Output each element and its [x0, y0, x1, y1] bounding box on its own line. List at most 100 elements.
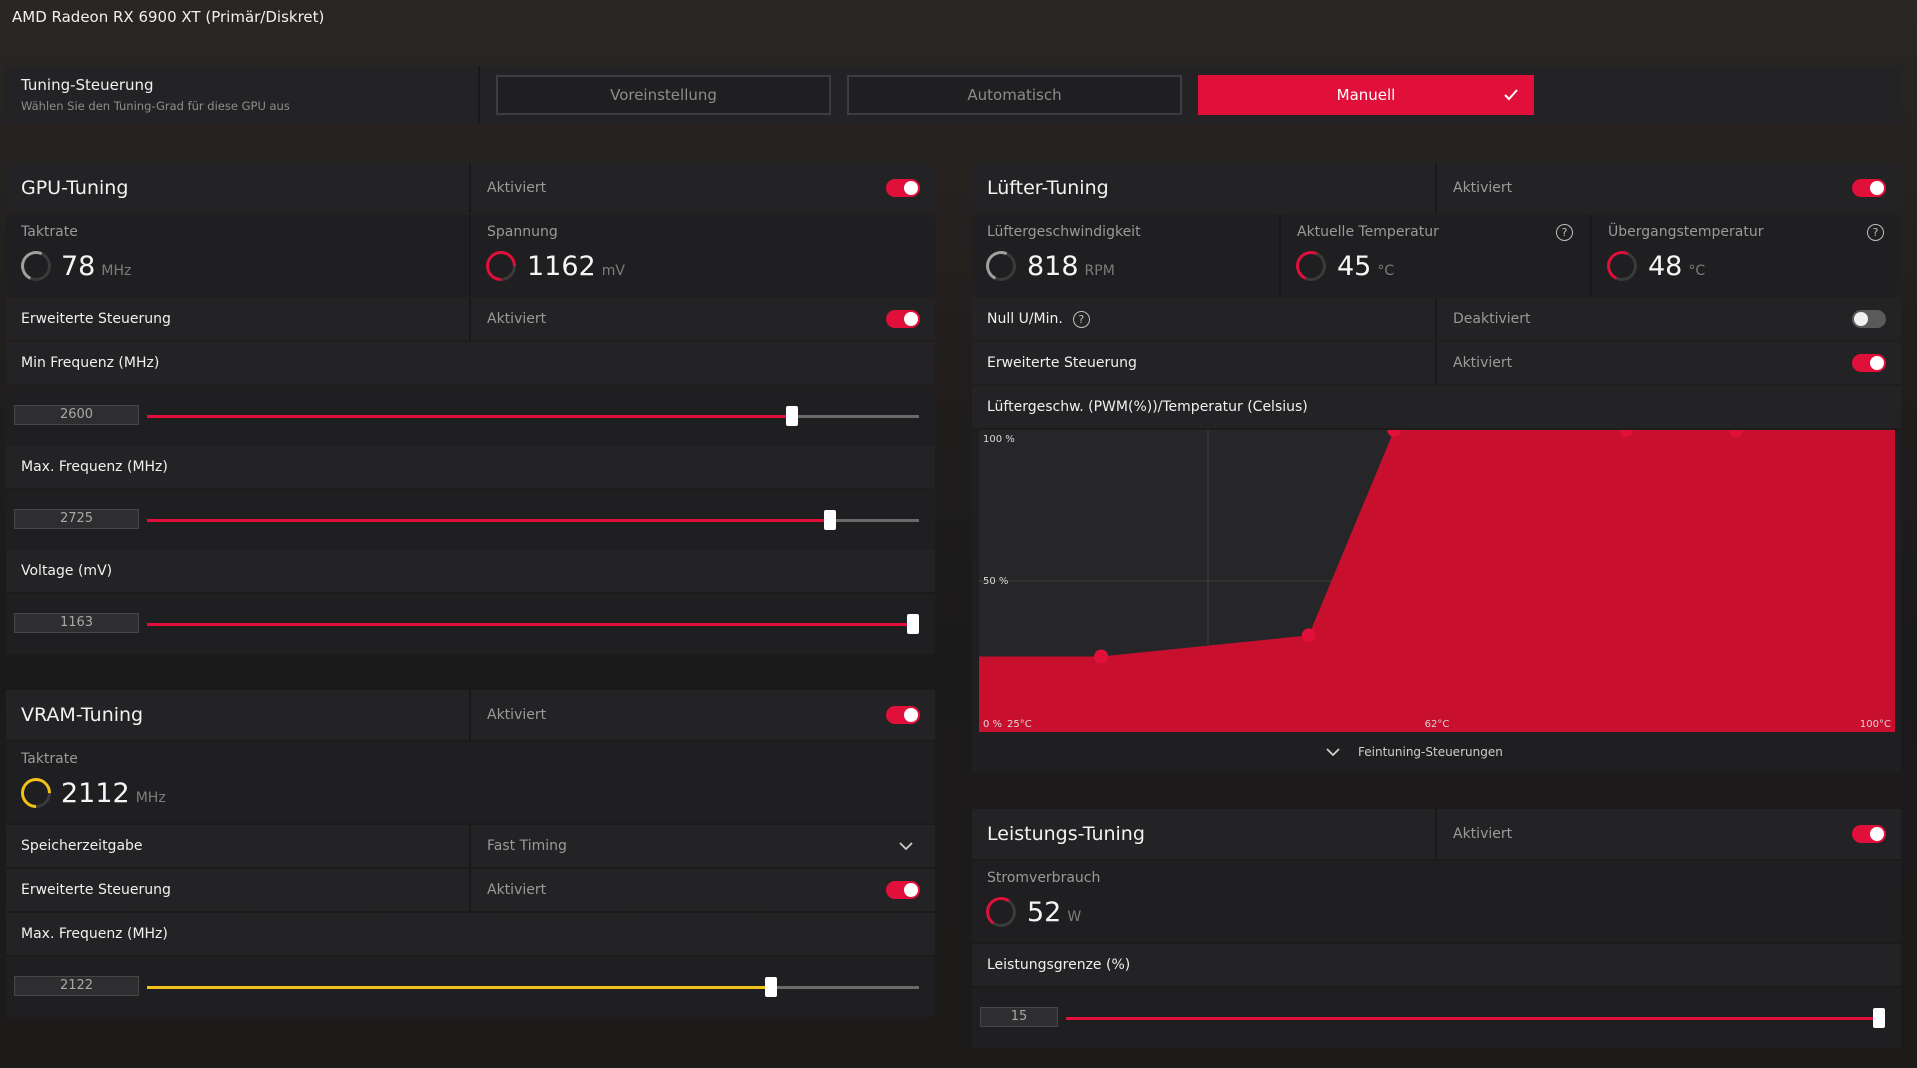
voltage-input[interactable]: 1163	[14, 613, 139, 633]
fan-curve-point[interactable]	[1094, 649, 1109, 664]
fan-speed-value: 818	[1027, 251, 1079, 282]
fan-curve-point[interactable]	[1301, 628, 1316, 643]
x-tick-label: 62°C	[1425, 719, 1450, 730]
power-limit-fill	[1066, 1017, 1878, 1020]
gpu-voltage-label: Spannung	[487, 224, 558, 240]
fan-curve-point[interactable]	[1387, 430, 1402, 437]
tuning-control-subtitle: Wählen Sie den Tuning-Grad für diese GPU…	[21, 99, 290, 113]
fan-curve-point[interactable]	[1619, 430, 1634, 437]
junction-temp-label: Übergangstemperatur	[1608, 224, 1764, 240]
vram-tuning-title: VRAM-Tuning	[21, 704, 144, 726]
power-limit-input[interactable]: 15	[980, 1007, 1058, 1027]
fan-tuning-toggle[interactable]	[1852, 179, 1886, 197]
vram-max-freq-label: Max. Frequenz (MHz)	[21, 926, 168, 942]
min-freq-header: Min Frequenz (MHz)	[6, 342, 935, 384]
fine-tuning-toggle[interactable]: Feintuning-Steuerungen	[1326, 745, 1503, 759]
gpu-advanced-row: Erweiterte Steuerung Aktiviert	[6, 298, 935, 340]
power-tuning-status: Aktiviert	[1435, 809, 1901, 859]
power-tuning-title: Leistungs-Tuning	[987, 823, 1145, 845]
max-freq-input[interactable]: 2725	[14, 509, 139, 529]
vram-max-freq-fill	[147, 986, 770, 989]
voltage-header: Voltage (mV)	[6, 550, 935, 592]
vram-tuning-status: Aktiviert	[469, 690, 935, 740]
gpu-tuning-header: GPU-Tuning Aktiviert	[6, 163, 935, 213]
current-temp-gauge-icon	[1291, 246, 1331, 286]
fan-advanced-label: Erweiterte Steuerung	[987, 355, 1137, 371]
manual-button[interactable]: Manuell	[1198, 75, 1534, 115]
vram-metrics: Taktrate 2112 MHz	[6, 742, 935, 823]
vram-tuning-header: VRAM-Tuning Aktiviert	[6, 690, 935, 740]
min-freq-fill	[147, 415, 792, 418]
vram-advanced-label: Erweiterte Steuerung	[21, 882, 171, 898]
voltage-label: Voltage (mV)	[21, 563, 113, 579]
zero-rpm-status: Deaktiviert	[1435, 298, 1901, 340]
min-freq-input[interactable]: 2600	[14, 405, 139, 425]
chevron-down-icon	[1326, 747, 1340, 756]
preset-button[interactable]: Voreinstellung	[496, 75, 831, 115]
fan-speed-unit: RPM	[1084, 263, 1115, 279]
voltage-fill	[147, 623, 913, 626]
max-freq-label: Max. Frequenz (MHz)	[21, 459, 168, 475]
power-limit-thumb[interactable]	[1873, 1008, 1885, 1028]
fan-curve-title: Lüftergeschw. (PWM(%))/Temperatur (Celsi…	[987, 399, 1308, 415]
fan-tuning-status: Aktiviert	[1435, 163, 1901, 213]
gpu-tuning-toggle[interactable]	[886, 179, 920, 197]
gpu-clock-label: Taktrate	[21, 224, 78, 240]
zero-rpm-row: Null U/Min. ? Deaktiviert	[972, 298, 1901, 340]
gpu-clock-value: 78	[61, 251, 96, 282]
x-tick-label: 100°C	[1860, 719, 1891, 730]
junction-temp-help-icon[interactable]: ?	[1867, 224, 1884, 241]
vram-advanced-row: Erweiterte Steuerung Aktiviert	[6, 869, 935, 911]
junction-temp-unit: °C	[1688, 263, 1706, 279]
voltage-thumb[interactable]	[907, 614, 919, 634]
gpu-tuning-title: GPU-Tuning	[21, 177, 129, 199]
min-freq-thumb[interactable]	[786, 406, 798, 426]
fan-curve-header: Lüftergeschw. (PWM(%))/Temperatur (Celsi…	[972, 386, 1901, 428]
fan-advanced-row: Erweiterte Steuerung Aktiviert	[972, 342, 1901, 384]
fan-speed-label: Lüftergeschwindigkeit	[987, 224, 1141, 240]
gpu-voltage-value: 1162	[527, 251, 596, 282]
y-tick-label: 0 %	[983, 719, 1002, 730]
max-freq-header: Max. Frequenz (MHz)	[6, 446, 935, 488]
fan-curve-point[interactable]	[1729, 430, 1744, 437]
automatic-button[interactable]: Automatisch	[847, 75, 1182, 115]
zero-rpm-help-icon[interactable]: ?	[1072, 310, 1090, 328]
power-consumption-value: 52	[1027, 897, 1062, 928]
memory-timing-dropdown[interactable]: Fast Timing	[469, 825, 935, 867]
gpu-advanced-toggle[interactable]	[886, 310, 920, 328]
memory-timing-label: Speicherzeitgabe	[21, 838, 143, 854]
current-temp-help-icon[interactable]: ?	[1556, 224, 1573, 241]
gpu-metrics: Taktrate 78 MHz Spannung 1162 mV	[6, 215, 935, 296]
fan-curve-chart[interactable]: 0 % 50 % 100 % 25°C 62°C 100°C	[979, 430, 1895, 732]
chevron-down-icon[interactable]	[899, 842, 913, 851]
fan-tuning-title: Lüfter-Tuning	[987, 177, 1109, 199]
power-tuning-toggle[interactable]	[1852, 825, 1886, 843]
vram-tuning-toggle[interactable]	[886, 706, 920, 724]
current-temp-label: Aktuelle Temperatur	[1297, 224, 1439, 240]
y-tick-label: 50 %	[983, 576, 1008, 587]
fan-advanced-status: Aktiviert	[1435, 342, 1901, 384]
vram-max-freq-thumb[interactable]	[765, 977, 777, 997]
current-temp-value: 45	[1337, 251, 1372, 282]
power-tuning-header: Leistungs-Tuning Aktiviert	[972, 809, 1901, 859]
junction-temp-value: 48	[1648, 251, 1683, 282]
power-metrics: Stromverbrauch 52 W	[972, 861, 1901, 942]
zero-rpm-toggle[interactable]	[1852, 310, 1886, 328]
fan-speed-gauge-icon	[981, 246, 1021, 286]
max-freq-thumb[interactable]	[824, 510, 836, 530]
tuning-control-title: Tuning-Steuerung	[21, 76, 154, 94]
junction-temp-gauge-icon	[1602, 246, 1642, 286]
vram-advanced-toggle[interactable]	[886, 881, 920, 899]
window-title: AMD Radeon RX 6900 XT (Primär/Diskret)	[12, 8, 325, 26]
fine-tuning-label: Feintuning-Steuerungen	[1358, 745, 1503, 759]
gpu-clock-gauge-icon	[16, 246, 56, 286]
power-limit-header: Leistungsgrenze (%)	[972, 944, 1901, 986]
fan-advanced-toggle[interactable]	[1852, 354, 1886, 372]
fan-tuning-header: Lüfter-Tuning Aktiviert	[972, 163, 1901, 213]
power-consumption-label: Stromverbrauch	[987, 870, 1101, 886]
min-freq-label: Min Frequenz (MHz)	[21, 355, 160, 371]
vram-max-freq-header: Max. Frequenz (MHz)	[6, 913, 935, 955]
vram-max-freq-input[interactable]: 2122	[14, 976, 139, 996]
check-icon	[1504, 89, 1518, 101]
vram-clock-label: Taktrate	[21, 751, 78, 767]
